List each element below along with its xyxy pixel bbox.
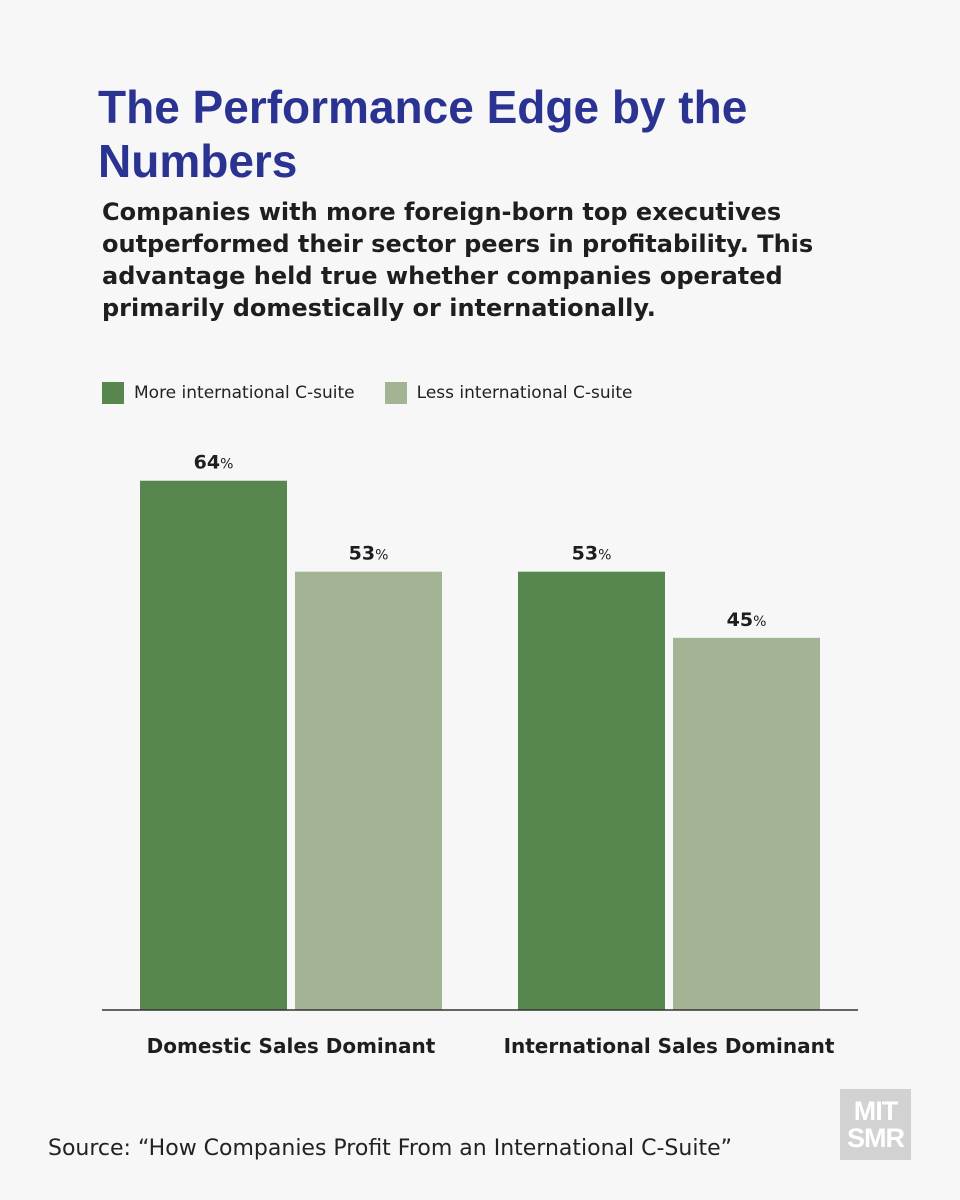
chart-subtitle: Companies with more foreign-born top exe…	[102, 198, 814, 322]
category-label-0: Domestic Sales Dominant	[147, 1034, 436, 1058]
legend-swatch-less	[384, 382, 407, 404]
source-note: Source: “How Companies Profit From an In…	[48, 1136, 732, 1161]
chart-title: The Performance Edge by the Numbers	[98, 81, 748, 187]
data-label-0-0: 64%	[194, 452, 234, 474]
legend-label-more: More international C-suite	[134, 383, 355, 403]
data-label-1-1: 45%	[727, 609, 767, 631]
bar-0-0	[140, 480, 287, 1011]
legend-swatch-more	[102, 382, 124, 404]
category-label-1: International Sales Dominant	[504, 1034, 835, 1058]
legend: More international C-suite Less internat…	[102, 382, 663, 404]
logo-line-1: MIT	[853, 1095, 898, 1126]
legend-item-more: More international C-suite	[102, 382, 355, 404]
bar-0-1	[295, 571, 442, 1010]
legend-label-less: Less international C-suite	[416, 383, 633, 403]
bar-1-1	[673, 637, 820, 1010]
data-label-1-0: 53%	[572, 543, 612, 565]
bar-1-0	[518, 571, 665, 1010]
data-label-0-1: 53%	[349, 543, 389, 565]
legend-item-less: Less international C-suite	[384, 382, 633, 404]
mit-smr-logo: MIT SMR	[840, 1089, 911, 1160]
logo-line-2: SMR	[847, 1122, 905, 1153]
